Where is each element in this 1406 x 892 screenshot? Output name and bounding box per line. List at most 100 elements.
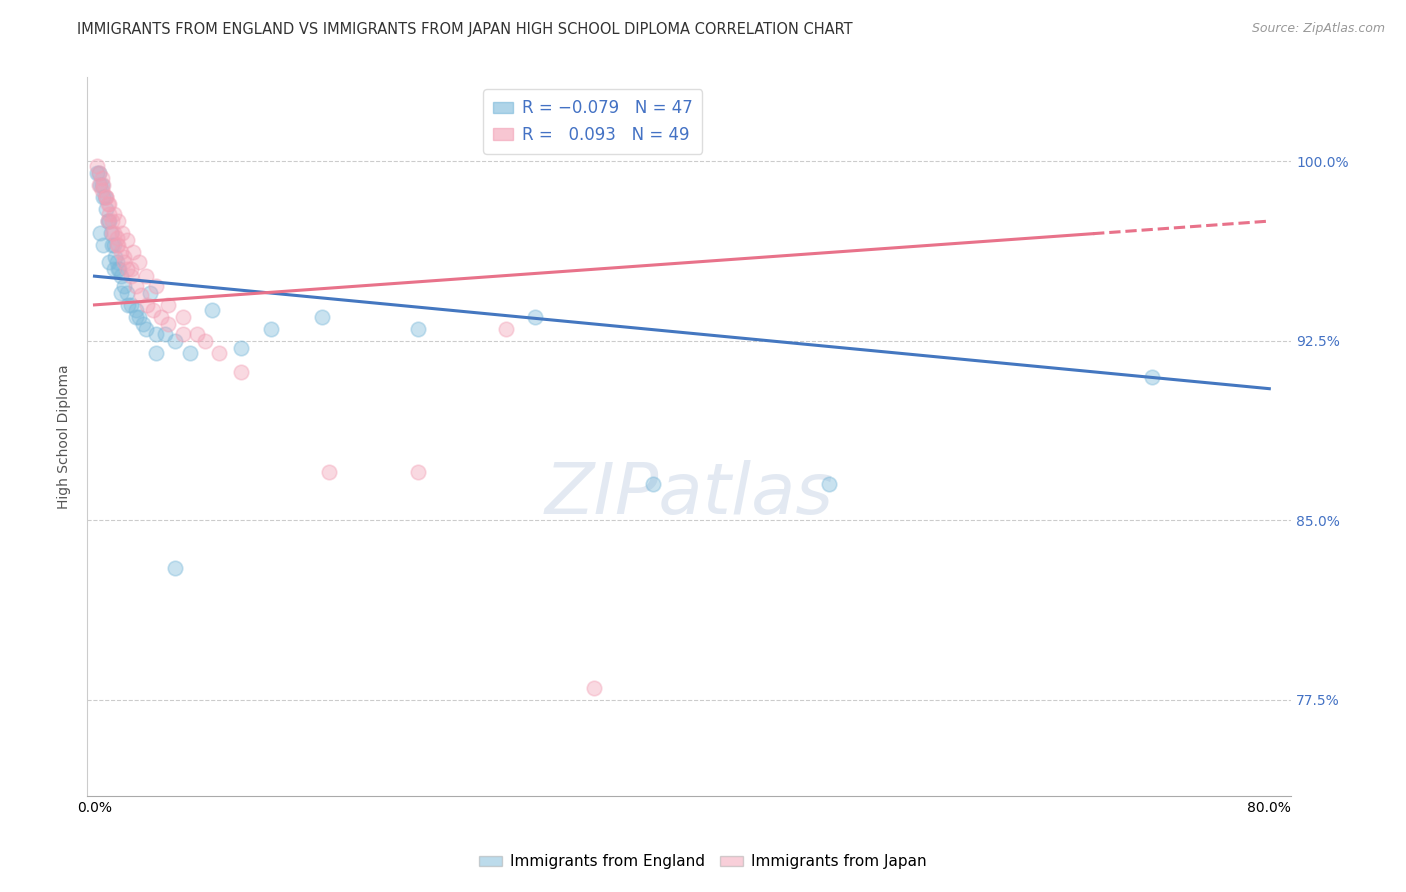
Point bbox=[231, 341, 253, 355]
Point bbox=[97, 214, 120, 228]
Point bbox=[101, 238, 124, 252]
Point bbox=[110, 269, 132, 284]
Point bbox=[495, 322, 517, 336]
Point bbox=[89, 226, 111, 240]
Point bbox=[97, 214, 120, 228]
Point bbox=[91, 238, 114, 252]
Point bbox=[311, 310, 333, 324]
Point bbox=[124, 310, 146, 324]
Point bbox=[98, 214, 121, 228]
Point bbox=[1140, 369, 1163, 384]
Point bbox=[817, 477, 839, 491]
Point bbox=[112, 254, 135, 268]
Point bbox=[90, 171, 112, 186]
Point bbox=[98, 207, 121, 221]
Point bbox=[524, 310, 547, 324]
Point bbox=[120, 298, 142, 312]
Point bbox=[124, 302, 146, 317]
Text: IMMIGRANTS FROM ENGLAND VS IMMIGRANTS FROM JAPAN HIGH SCHOOL DIPLOMA CORRELATION: IMMIGRANTS FROM ENGLAND VS IMMIGRANTS FR… bbox=[77, 22, 853, 37]
Point bbox=[406, 322, 429, 336]
Point bbox=[136, 298, 159, 312]
Point bbox=[145, 345, 167, 359]
Point bbox=[100, 226, 122, 240]
Point bbox=[107, 214, 129, 228]
Point bbox=[318, 466, 340, 480]
Point bbox=[142, 302, 165, 317]
Y-axis label: High School Diploma: High School Diploma bbox=[58, 364, 72, 508]
Point bbox=[156, 298, 179, 312]
Legend: Immigrants from England, Immigrants from Japan: Immigrants from England, Immigrants from… bbox=[474, 848, 932, 875]
Point bbox=[124, 278, 146, 293]
Point bbox=[112, 250, 135, 264]
Legend: R = −0.079   N = 47, R =   0.093   N = 49: R = −0.079 N = 47, R = 0.093 N = 49 bbox=[484, 89, 703, 153]
Point bbox=[103, 207, 125, 221]
Point bbox=[194, 334, 217, 348]
Point bbox=[132, 317, 155, 331]
Point bbox=[90, 178, 112, 193]
Point bbox=[208, 345, 231, 359]
Point bbox=[115, 262, 138, 277]
Point bbox=[128, 310, 150, 324]
Point bbox=[117, 298, 139, 312]
Point bbox=[87, 178, 110, 193]
Point bbox=[105, 254, 128, 268]
Point bbox=[101, 214, 124, 228]
Point bbox=[96, 202, 118, 216]
Point bbox=[86, 159, 108, 173]
Point bbox=[96, 190, 118, 204]
Point bbox=[201, 302, 224, 317]
Point bbox=[121, 245, 143, 260]
Point bbox=[145, 278, 167, 293]
Point bbox=[582, 681, 605, 695]
Point bbox=[153, 326, 176, 341]
Point bbox=[103, 262, 125, 277]
Point bbox=[111, 226, 134, 240]
Point bbox=[86, 166, 108, 180]
Point bbox=[105, 231, 128, 245]
Point bbox=[179, 345, 201, 359]
Point bbox=[135, 322, 157, 336]
Point bbox=[103, 226, 125, 240]
Point bbox=[120, 269, 142, 284]
Point bbox=[107, 262, 129, 277]
Point bbox=[104, 250, 127, 264]
Point bbox=[101, 226, 124, 240]
Point bbox=[145, 326, 167, 341]
Point bbox=[641, 477, 664, 491]
Point bbox=[172, 326, 194, 341]
Point bbox=[186, 326, 208, 341]
Point bbox=[165, 561, 187, 575]
Point bbox=[135, 269, 157, 284]
Point bbox=[128, 254, 150, 268]
Point bbox=[87, 166, 110, 180]
Point bbox=[87, 166, 110, 180]
Point bbox=[97, 197, 120, 211]
Text: ZIPatlas: ZIPatlas bbox=[544, 459, 834, 529]
Point bbox=[115, 233, 138, 247]
Point bbox=[120, 262, 142, 277]
Point bbox=[165, 334, 187, 348]
Point bbox=[91, 178, 114, 193]
Point bbox=[98, 254, 121, 268]
Point bbox=[89, 178, 111, 193]
Point bbox=[90, 183, 112, 197]
Point bbox=[172, 310, 194, 324]
Point bbox=[94, 190, 117, 204]
Point bbox=[96, 190, 118, 204]
Point bbox=[406, 466, 429, 480]
Point bbox=[115, 285, 138, 300]
Point bbox=[108, 262, 131, 277]
Text: Source: ZipAtlas.com: Source: ZipAtlas.com bbox=[1251, 22, 1385, 36]
Point bbox=[91, 190, 114, 204]
Point bbox=[98, 197, 121, 211]
Point bbox=[139, 285, 162, 300]
Point bbox=[149, 310, 172, 324]
Point bbox=[156, 317, 179, 331]
Point bbox=[107, 238, 129, 252]
Point bbox=[105, 238, 128, 252]
Point bbox=[110, 285, 132, 300]
Point bbox=[260, 322, 283, 336]
Point bbox=[231, 365, 253, 379]
Point bbox=[131, 288, 153, 302]
Point bbox=[103, 238, 125, 252]
